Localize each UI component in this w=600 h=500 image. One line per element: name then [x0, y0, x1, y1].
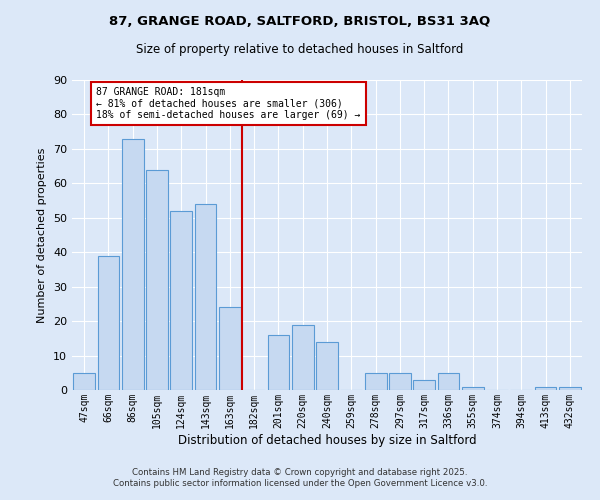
- Bar: [462, 386, 484, 390]
- Y-axis label: Number of detached properties: Number of detached properties: [37, 148, 47, 322]
- Bar: [292, 324, 314, 390]
- Bar: [437, 373, 460, 390]
- Bar: [219, 308, 241, 390]
- Bar: [268, 335, 289, 390]
- Bar: [194, 204, 217, 390]
- Text: Contains HM Land Registry data © Crown copyright and database right 2025.
Contai: Contains HM Land Registry data © Crown c…: [113, 468, 487, 487]
- Bar: [413, 380, 435, 390]
- Bar: [122, 138, 143, 390]
- Bar: [97, 256, 119, 390]
- Text: 87, GRANGE ROAD, SALTFORD, BRISTOL, BS31 3AQ: 87, GRANGE ROAD, SALTFORD, BRISTOL, BS31…: [109, 15, 491, 28]
- Bar: [365, 373, 386, 390]
- X-axis label: Distribution of detached houses by size in Saltford: Distribution of detached houses by size …: [178, 434, 476, 446]
- Bar: [389, 373, 411, 390]
- Bar: [535, 386, 556, 390]
- Bar: [316, 342, 338, 390]
- Bar: [146, 170, 168, 390]
- Bar: [73, 373, 95, 390]
- Text: 87 GRANGE ROAD: 181sqm
← 81% of detached houses are smaller (306)
18% of semi-de: 87 GRANGE ROAD: 181sqm ← 81% of detached…: [96, 87, 361, 120]
- Text: Size of property relative to detached houses in Saltford: Size of property relative to detached ho…: [136, 42, 464, 56]
- Bar: [559, 386, 581, 390]
- Bar: [170, 211, 192, 390]
